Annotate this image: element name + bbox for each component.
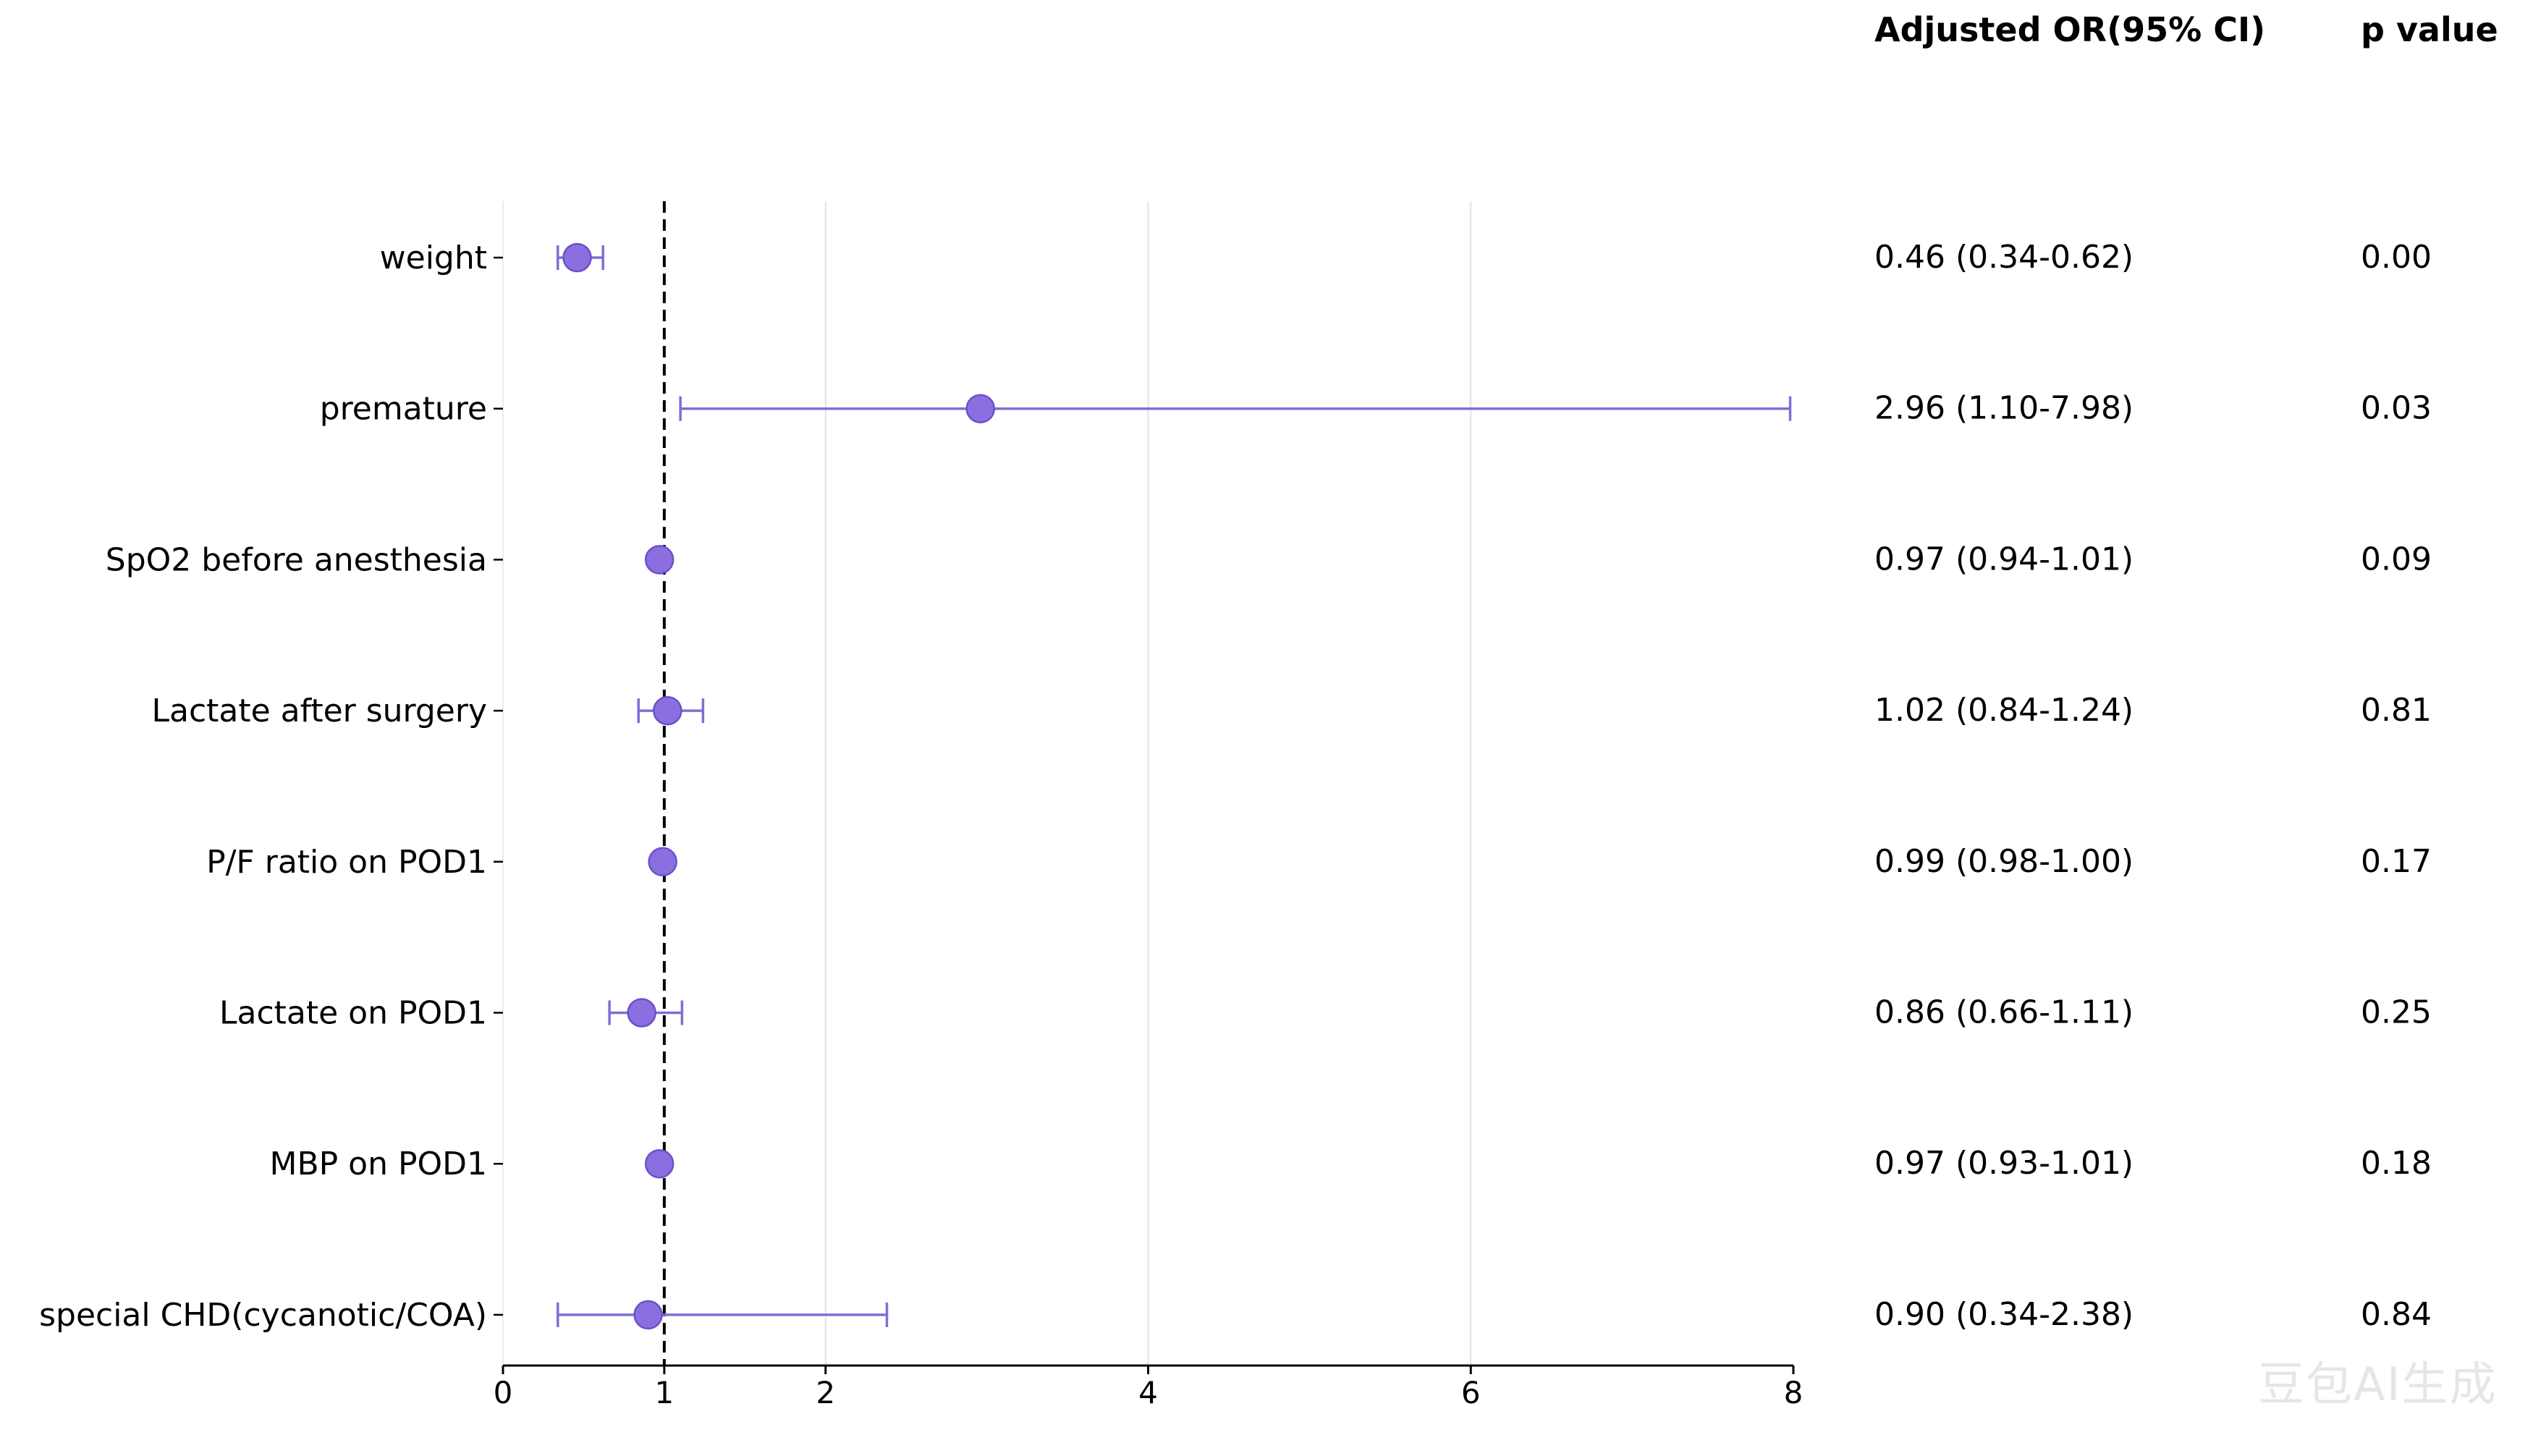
- or-point: [653, 695, 682, 726]
- or-point: [633, 1300, 663, 1330]
- or-point: [562, 242, 592, 273]
- or-ci-value: 0.86 (0.66-1.11): [1874, 994, 2134, 1031]
- x-tick-label: 4: [1138, 1375, 1158, 1410]
- x-tick-label: 1: [655, 1375, 675, 1410]
- p-value-column-header: p value: [2361, 10, 2498, 49]
- or-point: [648, 847, 677, 877]
- or-ci-value: 0.97 (0.94-1.01): [1874, 541, 2134, 577]
- row-label: P/F ratio on POD1: [206, 844, 487, 881]
- p-value: 0.09: [2361, 541, 2432, 577]
- or-point: [644, 1148, 675, 1179]
- or-ci-value: 1.02 (0.84-1.24): [1874, 692, 2134, 729]
- row-label: premature: [320, 391, 487, 428]
- p-value: 0.03: [2361, 390, 2432, 427]
- or-ci-value: 2.96 (1.10-7.98): [1874, 390, 2134, 427]
- or-ci-value: 0.90 (0.34-2.38): [1874, 1296, 2134, 1333]
- or-point: [627, 998, 656, 1028]
- row-label: MBP on POD1: [269, 1146, 487, 1182]
- p-value: 0.00: [2361, 239, 2432, 276]
- p-value: 0.18: [2361, 1145, 2432, 1182]
- or-ci-value: 0.99 (0.98-1.00): [1874, 843, 2134, 880]
- p-value: 0.84: [2361, 1296, 2432, 1333]
- x-tick-label: 6: [1461, 1375, 1481, 1410]
- or-point: [965, 394, 995, 423]
- row-label: SpO2 before anesthesia: [106, 541, 487, 578]
- row-label: special CHD(cycanotic/COA): [39, 1297, 487, 1334]
- x-tick-label: 8: [1784, 1375, 1803, 1410]
- p-value: 0.17: [2361, 843, 2432, 880]
- or-point: [644, 545, 675, 575]
- or-ci-value: 0.46 (0.34-0.62): [1874, 239, 2134, 276]
- watermark: 豆包AI生成: [2258, 1358, 2498, 1412]
- x-tick-label: 2: [816, 1375, 835, 1410]
- row-label: Lactate after surgery: [151, 693, 487, 729]
- row-label: weight: [380, 240, 487, 276]
- x-tick-label: 0: [494, 1375, 513, 1410]
- or-ci-value: 0.97 (0.93-1.01): [1874, 1145, 2134, 1182]
- row-label: Lactate on POD1: [219, 995, 487, 1032]
- p-value: 0.81: [2361, 692, 2432, 729]
- p-value: 0.25: [2361, 994, 2432, 1031]
- or-column-header: Adjusted OR(95% CI): [1874, 10, 2266, 49]
